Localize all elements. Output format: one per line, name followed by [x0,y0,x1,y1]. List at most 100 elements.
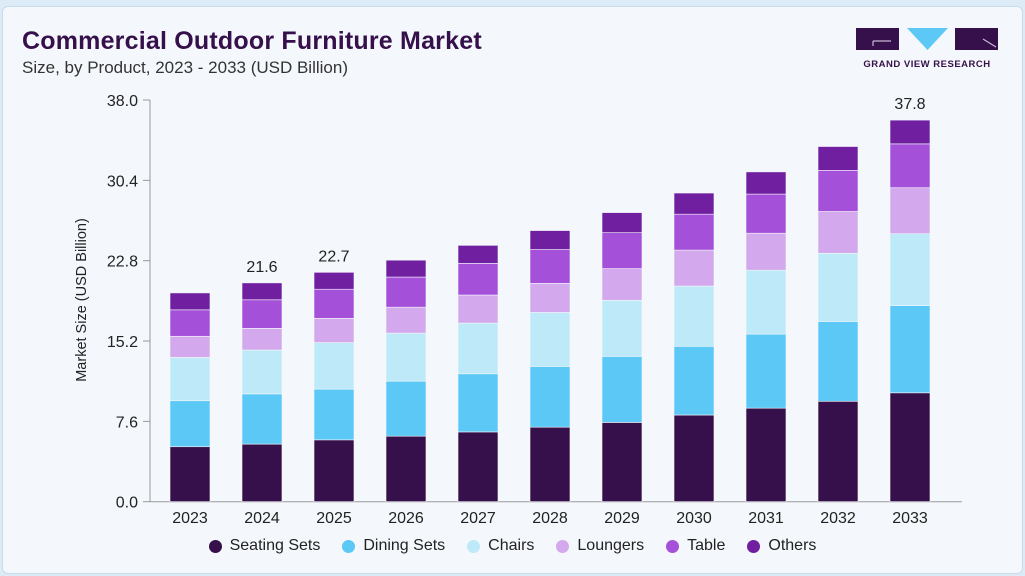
bar-segment-dining-sets [241,393,283,445]
bar-segment-loungers [889,187,931,235]
legend-item: Others [747,537,816,555]
legend-label: Seating Sets [229,537,321,554]
bar-segment-table [889,143,931,189]
legend: Seating Sets Dining Sets Chairs Loungers Tab… [0,537,1025,555]
bar-segment-chairs [745,269,787,335]
x-tick-label: 2032 [820,510,856,527]
x-tick-label: 2028 [532,510,568,527]
bar-segment-table [385,276,427,308]
x-tick-label: 2033 [892,510,928,527]
bar-segment-loungers [169,335,211,358]
bar-segment-seating-sets [457,431,499,503]
bar-segment-seating-sets [313,439,355,503]
bar-segment-loungers [529,283,571,313]
bar-segment-loungers [313,317,355,343]
legend-label: Table [687,537,726,554]
bar-segment-chairs [889,233,931,306]
legend-item: Loungers [556,537,644,555]
bar-segment-dining-sets [673,346,715,416]
x-tick-label: 2029 [604,510,640,527]
y-tick-label: 15.2 [107,334,138,351]
bar-segment-others [817,146,859,171]
legend-item: Chairs [467,537,534,555]
legend-label: Loungers [577,537,645,554]
legend-swatch [467,539,481,553]
chart-subtitle: Size, by Product, 2023 - 2033 (USD Billi… [22,58,348,77]
bar-segment-loungers [601,268,643,301]
bar-segment-chairs [385,332,427,382]
data-label: 21.6 [246,259,277,276]
x-tick-label: 2030 [676,510,712,527]
legend-swatch [556,539,570,553]
bar-segment-chairs [241,349,283,395]
legend-label: Others [768,537,817,554]
x-tick-label: 2026 [388,510,424,527]
y-tick-label: 22.8 [107,254,138,271]
bar-segment-dining-sets [601,356,643,423]
bar-segment-dining-sets [169,400,211,448]
gvr-logo-icon [856,28,998,50]
bar-segment-others [241,282,283,301]
y-tick-label: 38.0 [107,93,138,110]
bar-segment-table [313,288,355,319]
legend-item: Seating Sets [208,537,321,555]
bar-segment-dining-sets [745,333,787,409]
logo-text: GRAND VIEW RESEARCH [863,59,991,70]
bar-segment-others [601,212,643,233]
chart-title: Commercial Outdoor Furniture Market [22,27,482,55]
bar-segment-dining-sets [313,388,355,441]
bar-segment-chairs [673,285,715,347]
bar-segment-loungers [745,232,787,271]
x-tick-label: 2027 [460,510,496,527]
bar-segment-others [313,272,355,290]
bar-segment-chairs [601,300,643,357]
bar-segment-chairs [817,252,859,322]
bar-segment-table [601,232,643,269]
x-tick-label: 2031 [748,510,784,527]
bar-segment-others [673,192,715,215]
legend-swatch [208,539,222,553]
bar-segment-chairs [313,342,355,390]
bar-segment-table [817,169,859,212]
legend-item: Table [666,537,725,555]
bar-segment-seating-sets [889,392,931,502]
bar-segment-dining-sets [385,380,427,437]
y-tick-label: 7.6 [116,414,138,431]
bar-segment-table [241,299,283,329]
data-label: 22.7 [318,248,349,265]
bar-segment-table [745,193,787,234]
bar-segment-dining-sets [457,373,499,433]
bar-segment-loungers [385,306,427,334]
bar-segment-seating-sets [601,422,643,503]
bar-segment-table [457,263,499,296]
bar-segment-chairs [169,357,211,402]
bar-segment-others [457,245,499,264]
legend-swatch [666,539,680,553]
x-tick-label: 2023 [172,510,208,527]
bar-segment-loungers [457,294,499,324]
bar-segment-chairs [529,312,571,367]
y-tick-label: 30.4 [107,173,138,190]
bar-segment-seating-sets [529,426,571,502]
bar-segment-others [529,230,571,250]
bar-segment-others [385,259,427,278]
bar-segment-seating-sets [817,400,859,502]
legend-label: Dining Sets [363,537,446,554]
legend-item: Dining Sets [342,537,445,555]
data-label: 37.8 [894,96,925,113]
bar-segment-others [889,119,931,145]
legend-swatch [747,539,761,553]
bar-segment-loungers [241,328,283,351]
bar-segment-others [169,292,211,311]
bar-segment-dining-sets [817,321,859,402]
x-tick-label: 2024 [244,510,280,527]
bar-segment-loungers [817,211,859,254]
legend-label: Chairs [488,537,535,554]
bar-segment-loungers [673,249,715,287]
bar-segment-seating-sets [241,443,283,503]
grand-view-research-logo: GRAND VIEW RESEARCH [856,28,998,72]
legend-swatch [342,539,356,553]
bar-segment-table [673,213,715,251]
bar-segment-chairs [457,322,499,375]
